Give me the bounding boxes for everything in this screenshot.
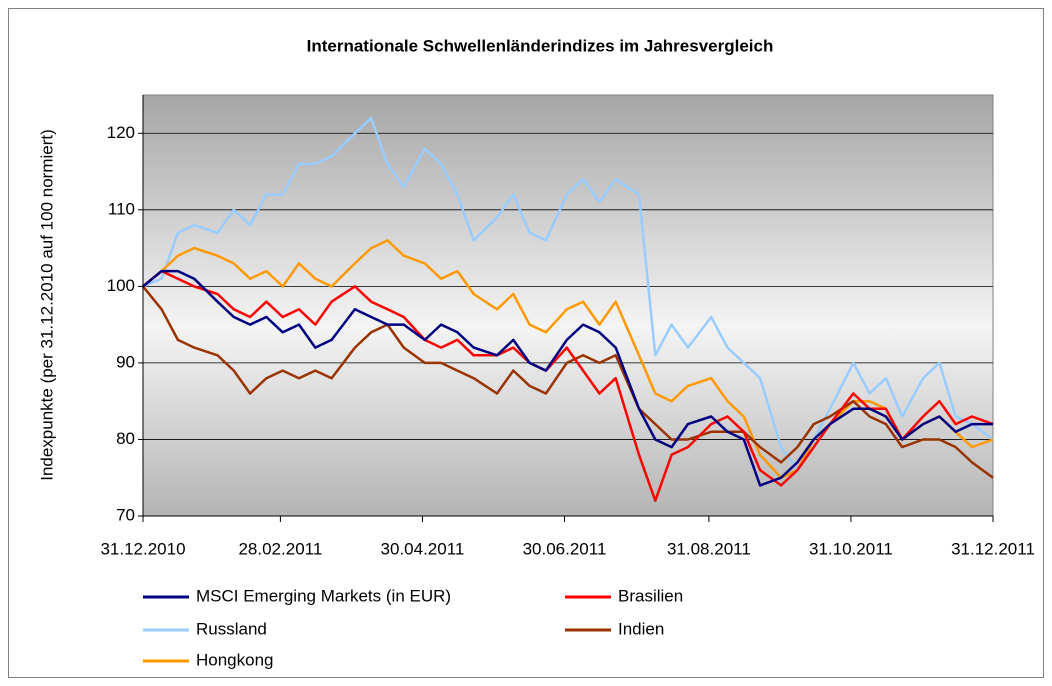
series-line xyxy=(142,269,993,487)
x-tick-label: 31.12.2010 xyxy=(100,539,185,558)
x-tick-label: 30.04.2011 xyxy=(381,539,465,558)
legend-label: Hongkong xyxy=(196,650,274,669)
y-tick-label: 70 xyxy=(116,505,135,524)
series-line xyxy=(142,116,994,472)
y-tick-label: 110 xyxy=(108,199,135,218)
legend-label: Brasilien xyxy=(618,586,683,605)
chart-title: Internationale Schwellenländerindizes im… xyxy=(307,36,774,55)
series-line xyxy=(142,269,994,502)
legend-label: MSCI Emerging Markets (in EUR) xyxy=(196,586,451,605)
plot-area xyxy=(142,94,994,517)
series-line xyxy=(142,285,994,479)
y-axis-label: Indexpunkte (per 31.12.2010 auf 100 norm… xyxy=(37,129,56,481)
x-tick-label: 31.08.2011 xyxy=(667,539,751,558)
y-tick-label: 80 xyxy=(116,429,135,448)
y-tick-label: 120 xyxy=(107,123,135,142)
legend-label: Indien xyxy=(618,619,664,638)
x-tick-label: 28.02.2011 xyxy=(238,539,322,558)
x-tick-label: 30.06.2011 xyxy=(523,539,607,558)
y-tick-label: 90 xyxy=(116,352,135,371)
x-tick-label: 31.10.2011 xyxy=(809,539,893,558)
x-tick-label: 31.12.2011 xyxy=(951,539,1035,558)
legend-label: Russland xyxy=(196,619,267,638)
y-tick-label: 100 xyxy=(107,276,135,295)
